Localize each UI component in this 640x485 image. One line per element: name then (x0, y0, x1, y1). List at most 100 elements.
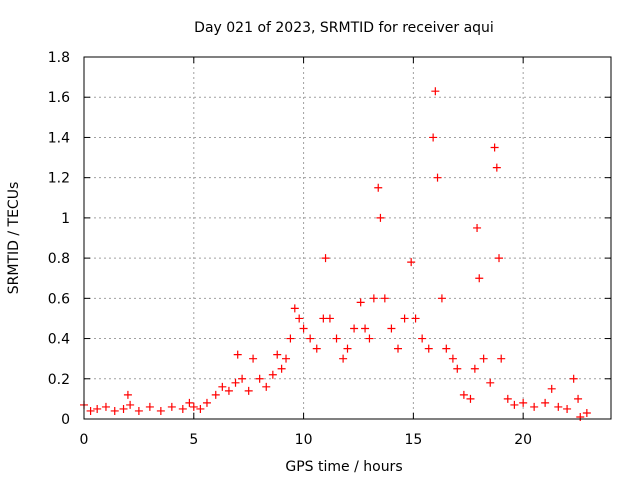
plot-frame (83, 56, 612, 420)
data-point (374, 183, 383, 192)
data-point (233, 350, 242, 359)
data-point (541, 398, 550, 407)
y-tick-label: 1.4 (48, 130, 70, 146)
data-point (343, 344, 352, 353)
data-point (290, 304, 299, 313)
data-point (167, 402, 176, 411)
data-point (574, 394, 583, 403)
x-tick-label: 15 (404, 432, 422, 448)
data-point (325, 314, 334, 323)
y-tick-label: 1.6 (48, 90, 70, 106)
grid-layer (84, 57, 611, 419)
data-layer (80, 87, 591, 421)
data-point (361, 324, 370, 333)
data-point (185, 398, 194, 407)
data-point (244, 386, 253, 395)
data-point (101, 402, 110, 411)
data-point (563, 404, 572, 413)
data-point (475, 274, 484, 283)
data-point (431, 87, 440, 96)
data-point (156, 406, 165, 415)
data-point (437, 294, 446, 303)
data-point (407, 258, 416, 267)
data-point (277, 364, 286, 373)
chart-title: Day 021 of 2023, SRMTID for receiver aqu… (194, 20, 494, 36)
data-point (126, 400, 135, 409)
data-point (433, 173, 442, 182)
x-tick-label: 5 (189, 432, 198, 448)
data-point (473, 223, 482, 232)
data-point (299, 324, 308, 333)
data-point (376, 213, 385, 222)
data-point (495, 254, 504, 263)
y-axis-label: SRMTID / TECUs (6, 182, 22, 295)
data-point (238, 374, 247, 383)
data-point (418, 334, 427, 343)
data-point (466, 394, 475, 403)
x-tick-label: 10 (295, 432, 313, 448)
data-point (497, 354, 506, 363)
x-axis-label: GPS time / hours (285, 459, 402, 475)
data-point (356, 298, 365, 307)
data-point (211, 390, 220, 399)
data-point (93, 404, 102, 413)
data-point (486, 378, 495, 387)
y-tick-label: 1 (61, 211, 70, 227)
data-point (273, 350, 282, 359)
data-point (339, 354, 348, 363)
data-point (178, 404, 187, 413)
data-point (429, 133, 438, 142)
data-point (530, 402, 539, 411)
data-point (459, 390, 468, 399)
data-point (569, 374, 578, 383)
data-point (282, 354, 291, 363)
tick-layer: 0 0.2 0.4 0.6 0.8 1 1.2 1.4 1.6 1.8 0 5 10 15 20 (48, 50, 611, 448)
data-point (231, 378, 240, 387)
data-point (380, 294, 389, 303)
data-point (448, 354, 457, 363)
data-point (547, 384, 556, 393)
data-point (268, 370, 277, 379)
data-point (286, 334, 295, 343)
data-point (249, 354, 258, 363)
data-point (123, 390, 132, 399)
y-tick-label: 0 (61, 412, 70, 428)
data-point (332, 334, 341, 343)
data-point (424, 344, 433, 353)
data-point (503, 394, 512, 403)
data-point (321, 254, 330, 263)
y-tick-label: 0.6 (48, 291, 70, 307)
data-point (306, 334, 315, 343)
data-point (394, 344, 403, 353)
data-point (400, 314, 409, 323)
x-tick-label: 0 (80, 432, 89, 448)
data-point (490, 143, 499, 152)
data-point (492, 163, 501, 172)
data-point (86, 406, 95, 415)
data-point (295, 314, 304, 323)
data-point (365, 334, 374, 343)
data-point (470, 364, 479, 373)
data-point (224, 386, 233, 395)
y-tick-label: 1.8 (48, 50, 70, 66)
data-point (453, 364, 462, 373)
y-tick-label: 0.8 (48, 251, 70, 267)
data-point (442, 344, 451, 353)
data-point (576, 412, 585, 421)
data-point (202, 398, 211, 407)
data-point (554, 402, 563, 411)
data-point (479, 354, 488, 363)
data-point (582, 408, 591, 417)
data-point (218, 382, 227, 391)
data-point (350, 324, 359, 333)
data-point (369, 294, 378, 303)
data-point (255, 374, 264, 383)
y-tick-label: 1.2 (48, 171, 70, 187)
data-point (145, 402, 154, 411)
data-point (189, 402, 198, 411)
y-tick-label: 0.2 (48, 372, 70, 388)
data-point (110, 406, 119, 415)
